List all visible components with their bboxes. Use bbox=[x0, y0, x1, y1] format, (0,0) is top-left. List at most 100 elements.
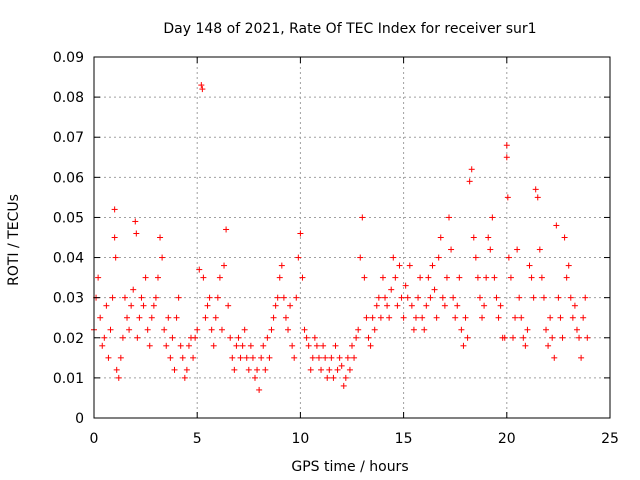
data-point bbox=[540, 294, 547, 301]
data-point bbox=[386, 314, 393, 321]
data-point bbox=[285, 326, 292, 333]
data-point bbox=[173, 314, 180, 321]
axis-ticks: 0 0.01 0.02 0.03 0.04 0.05 0.06 0.07 0.08 0.09 0 5 1… bbox=[53, 50, 619, 447]
data-point bbox=[563, 274, 570, 281]
x-tick-label: 20 bbox=[498, 431, 516, 447]
data-point bbox=[342, 374, 349, 381]
data-point bbox=[507, 274, 514, 281]
x-tick-label: 25 bbox=[601, 431, 619, 447]
x-axis-label: GPS time / hours bbox=[291, 459, 408, 475]
data-point bbox=[185, 342, 192, 349]
data-point bbox=[346, 366, 353, 373]
data-point bbox=[363, 314, 370, 321]
data-point bbox=[404, 294, 411, 301]
data-point bbox=[119, 334, 126, 341]
data-point bbox=[435, 254, 442, 261]
data-point bbox=[555, 294, 562, 301]
data-point bbox=[412, 314, 419, 321]
data-point bbox=[543, 326, 550, 333]
data-point bbox=[324, 374, 331, 381]
data-point bbox=[208, 326, 215, 333]
y-tick-label: 0 bbox=[75, 411, 84, 427]
data-point bbox=[483, 274, 490, 281]
data-point bbox=[353, 334, 360, 341]
data-point bbox=[157, 234, 164, 241]
data-point bbox=[260, 342, 267, 349]
data-point bbox=[524, 326, 531, 333]
data-point bbox=[218, 326, 225, 333]
chart-title: Day 148 of 2021, Rate Of TEC Index for r… bbox=[163, 21, 536, 37]
data-point bbox=[375, 294, 382, 301]
data-point bbox=[384, 302, 391, 309]
data-point bbox=[580, 314, 587, 321]
data-point bbox=[549, 334, 556, 341]
data-point bbox=[474, 274, 481, 281]
data-point bbox=[514, 246, 521, 253]
data-point bbox=[274, 294, 281, 301]
data-point bbox=[336, 354, 343, 361]
data-point bbox=[196, 266, 203, 273]
data-point bbox=[206, 294, 213, 301]
data-point bbox=[532, 186, 539, 193]
data-point bbox=[150, 302, 157, 309]
data-point bbox=[349, 342, 355, 349]
data-point bbox=[241, 326, 248, 333]
data-point bbox=[557, 314, 564, 321]
data-point bbox=[485, 234, 492, 241]
data-point bbox=[561, 234, 568, 241]
data-point bbox=[101, 334, 108, 341]
y-tick-label: 0.02 bbox=[53, 331, 84, 347]
data-point bbox=[239, 342, 246, 349]
data-point bbox=[313, 342, 320, 349]
data-point bbox=[320, 342, 327, 349]
data-point bbox=[390, 254, 397, 261]
data-point bbox=[315, 354, 322, 361]
data-point bbox=[309, 354, 316, 361]
data-point bbox=[249, 354, 256, 361]
data-point bbox=[553, 222, 560, 229]
data-point bbox=[427, 294, 434, 301]
data-point bbox=[107, 326, 114, 333]
data-point bbox=[369, 314, 376, 321]
data-point bbox=[262, 366, 269, 373]
data-point bbox=[344, 354, 351, 361]
data-point bbox=[481, 302, 488, 309]
data-point bbox=[547, 314, 554, 321]
data-point bbox=[464, 334, 471, 341]
data-point bbox=[152, 294, 159, 301]
data-point bbox=[538, 274, 545, 281]
data-point bbox=[124, 314, 131, 321]
x-tick-label: 15 bbox=[395, 431, 413, 447]
data-point bbox=[476, 294, 483, 301]
x-tick-label: 0 bbox=[90, 431, 99, 447]
data-point bbox=[501, 334, 508, 341]
data-point bbox=[291, 354, 298, 361]
y-axis-label: ROTI / TECUs bbox=[6, 194, 22, 286]
data-point bbox=[512, 314, 519, 321]
data-point bbox=[431, 286, 438, 293]
data-point bbox=[379, 274, 386, 281]
data-point bbox=[159, 254, 166, 261]
data-point bbox=[293, 294, 300, 301]
data-point bbox=[398, 294, 405, 301]
data-point bbox=[142, 274, 149, 281]
data-point bbox=[365, 334, 372, 341]
data-point bbox=[132, 218, 139, 225]
data-point bbox=[254, 366, 261, 373]
data-point bbox=[163, 342, 170, 349]
data-point bbox=[408, 302, 415, 309]
data-point bbox=[192, 334, 199, 341]
data-point bbox=[111, 206, 118, 213]
data-point bbox=[105, 354, 112, 361]
data-point bbox=[328, 354, 335, 361]
data-point bbox=[140, 302, 147, 309]
data-point bbox=[177, 342, 184, 349]
data-point bbox=[169, 334, 176, 341]
data-point bbox=[237, 354, 244, 361]
data-point bbox=[400, 314, 407, 321]
data-point bbox=[504, 194, 511, 201]
data-point bbox=[117, 354, 124, 361]
data-point bbox=[421, 326, 428, 333]
data-point bbox=[584, 334, 591, 341]
data-point bbox=[493, 294, 500, 301]
